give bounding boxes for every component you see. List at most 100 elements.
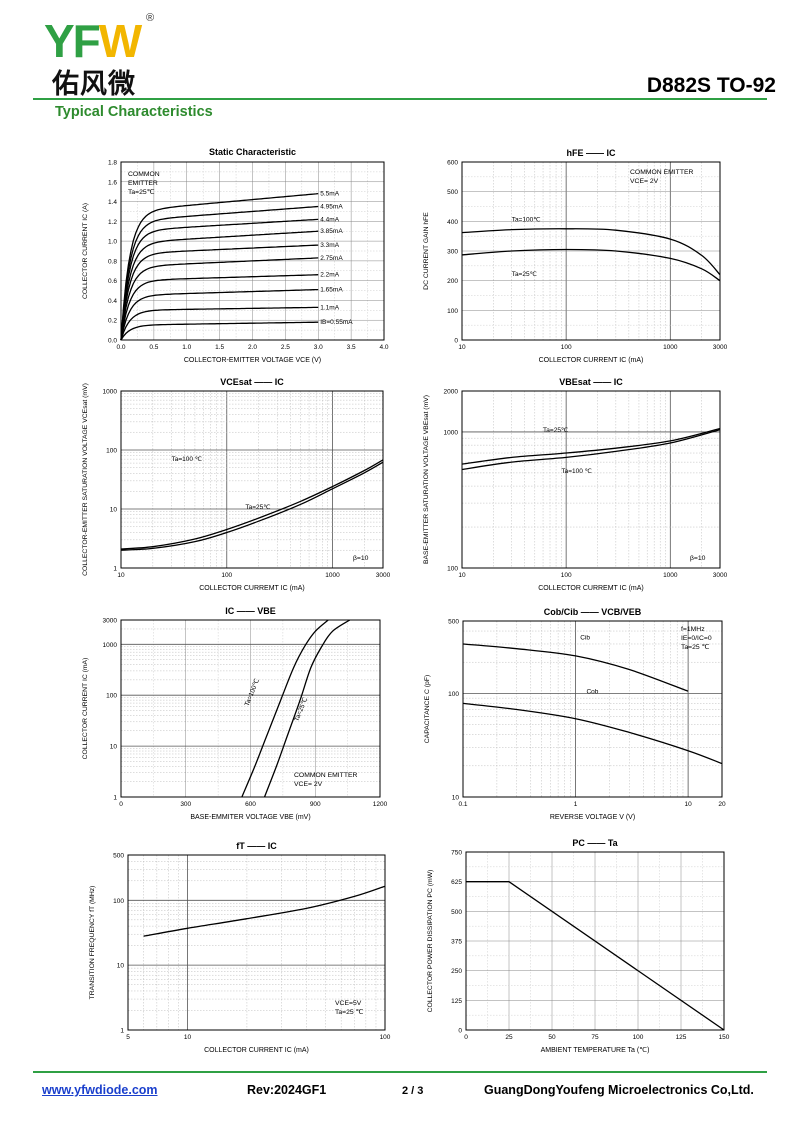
y-tick-label: 0.8 — [108, 258, 117, 265]
annotation: IE=0/IC=0 — [681, 635, 712, 642]
y-tick-label: 100 — [447, 566, 458, 573]
revision-label: Rev:2024GF1 — [247, 1083, 327, 1097]
series-line-1 — [461, 248, 721, 282]
brand-chinese-name: 佑风微 — [52, 69, 136, 100]
plot-frame — [120, 161, 385, 341]
chart-title: VBEsat —— IC — [559, 377, 623, 387]
chart-title: VCEsat —— IC — [220, 377, 284, 387]
series-line-1 — [461, 428, 721, 471]
y-tick-label: 0 — [458, 1028, 462, 1035]
chart-ft: 5 10 100 1 10 100 500 COLLECTOR CURRENT IC (mA)… — [89, 841, 391, 1054]
y-tick-label: 100 — [113, 898, 124, 905]
brand-logo: YFW — [44, 15, 142, 67]
x-tick-label: 3000 — [713, 344, 728, 351]
y-tick-label: 250 — [451, 968, 462, 975]
series-line-4 — [120, 244, 319, 341]
series-label: Ta=25℃ — [512, 271, 538, 278]
x-tick-label: 100 — [561, 344, 572, 351]
annotation: VCE= 2V — [630, 178, 659, 185]
series-label: Cob — [586, 688, 598, 695]
x-tick-label: 900 — [310, 801, 321, 808]
x-tick-label: 75 — [591, 1034, 599, 1041]
y-tick-label: 200 — [447, 278, 458, 285]
y-tick-label: 2000 — [444, 389, 459, 396]
y-axis-label: COLLECTOR CURRENT IC (A) — [82, 203, 89, 299]
y-tick-label: 500 — [448, 619, 459, 626]
gridlines — [461, 390, 721, 569]
annotation: Ta=25℃ — [128, 189, 155, 196]
x-tick-label: 0 — [119, 801, 123, 808]
x-tick-label: 0 — [464, 1034, 468, 1041]
x-tick-label: 100 — [380, 1034, 391, 1041]
y-tick-label: 750 — [451, 850, 462, 857]
y-tick-label: 1 — [113, 795, 117, 802]
series-label: 4.4mA — [320, 216, 339, 223]
x-tick-label: 2.0 — [248, 344, 257, 351]
y-tick-label: 375 — [451, 939, 462, 946]
x-tick-label: 600 — [245, 801, 256, 808]
chart-static: 0.0 0.5 1.0 1.5 2.0 2.5 3.0 3.5 4.0 0.0 0.2 0.4 0.6 0… — [82, 147, 389, 364]
x-tick-label: 0.0 — [116, 344, 125, 351]
series-label: Ta=100 ℃ — [171, 456, 202, 463]
registered-mark: ® — [146, 12, 155, 24]
series-line-3 — [120, 230, 319, 341]
series-label: 3.3mA — [320, 242, 339, 249]
y-axis-label: TRANSITION FREQUENCY fT (MHz) — [89, 886, 96, 1000]
plot-frame — [461, 390, 721, 569]
x-tick-label: 150 — [719, 1034, 730, 1041]
y-tick-label: 500 — [113, 853, 124, 860]
y-tick-label: 10 — [110, 507, 118, 514]
series-label: Cib — [580, 635, 590, 642]
y-tick-label: 1.0 — [108, 239, 117, 246]
x-tick-label: 5 — [126, 1034, 130, 1041]
y-tick-label: 600 — [447, 160, 458, 167]
x-tick-label: 1200 — [373, 801, 388, 808]
series-label: Ta=25℃ — [543, 427, 569, 434]
gridlines — [120, 619, 381, 798]
x-tick-label: 300 — [180, 801, 191, 808]
y-tick-label: 0.4 — [108, 298, 117, 305]
series-line-0 — [461, 228, 721, 276]
y-tick-label: 100 — [106, 448, 117, 455]
y-tick-label: 500 — [451, 909, 462, 916]
gridlines — [120, 161, 385, 341]
chart-title: hFE —— IC — [566, 148, 616, 158]
website-link[interactable]: www.yfwdiode.com — [42, 1083, 158, 1097]
annotation: COMMON — [128, 171, 160, 178]
x-tick-label: 20 — [718, 801, 726, 808]
y-tick-label: 1.8 — [108, 160, 117, 167]
chart-pc: 0 25 50 75 100 125 150 0 125 250 375 500 625 750 AMBIE… — [427, 838, 730, 1054]
y-tick-label: 0.2 — [108, 318, 117, 325]
y-axis-label: COLLECTOR POWER DISSIPATION PC (mW) — [427, 870, 434, 1013]
annotation: β=10 — [690, 555, 706, 562]
x-tick-label: 0.5 — [149, 344, 158, 351]
x-tick-label: 10 — [684, 801, 692, 808]
plot-frame — [461, 161, 721, 341]
series-label: 5.5mA — [320, 191, 339, 198]
series-line-0 — [241, 619, 329, 798]
series-label: 3.85mA — [320, 228, 343, 235]
x-tick-label: 50 — [548, 1034, 556, 1041]
chart-title: Static Characteristic — [209, 147, 296, 157]
gridlines — [461, 161, 721, 341]
series-label: 1.65mA — [320, 287, 343, 294]
series-line-0 — [462, 643, 689, 692]
x-axis-label: BASE-EMMITER VOLTAGE VBE (mV) — [190, 814, 310, 821]
y-axis-label: COLLECTOR-EMITTER SATURATION VOLTAGE VCE… — [82, 383, 89, 576]
x-axis-label: COLLECTOR CURRENT IC (mA) — [204, 1047, 309, 1054]
x-tick-label: 3.0 — [314, 344, 323, 351]
series-line-1 — [120, 205, 319, 341]
y-tick-label: 1.6 — [108, 179, 117, 186]
model-title: D882S TO-92 — [646, 74, 776, 97]
x-tick-label: 10 — [117, 572, 125, 579]
y-tick-label: 1000 — [444, 429, 459, 436]
plot-frame — [127, 854, 386, 1031]
x-axis-label: AMBIENT TEMPERATURE Ta (℃) — [541, 1047, 650, 1054]
y-tick-label: 100 — [106, 693, 117, 700]
annotation: COMMON EMITTER — [630, 169, 694, 176]
x-tick-label: 100 — [633, 1034, 644, 1041]
y-tick-label: 0.6 — [108, 278, 117, 285]
chart-title: IC —— VBE — [225, 606, 276, 616]
chart-cob: 0.1 1 10 20 10 100 500 REVERSE VOLTAGE V (V) CAP… — [424, 607, 726, 821]
